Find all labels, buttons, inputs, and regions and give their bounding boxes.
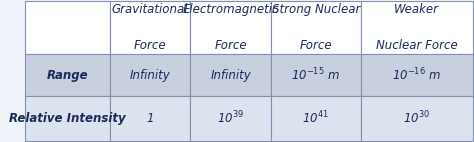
Bar	[361, 54, 473, 96]
Text: Infinity: Infinity	[130, 69, 171, 82]
Bar	[25, 1, 110, 54]
Text: Force: Force	[214, 39, 247, 52]
Text: 10$^{30}$: 10$^{30}$	[403, 110, 430, 127]
Bar	[25, 54, 110, 96]
Text: Relative Intensity: Relative Intensity	[9, 112, 126, 125]
Text: Nuclear Force: Nuclear Force	[376, 39, 457, 52]
Text: Force: Force	[134, 39, 166, 52]
Text: 1: 1	[146, 112, 154, 125]
Text: 10$^{41}$: 10$^{41}$	[302, 110, 329, 127]
Text: 10$^{-16}$ m: 10$^{-16}$ m	[392, 67, 441, 83]
Bar	[191, 1, 271, 54]
Text: Force: Force	[300, 39, 332, 52]
Bar	[361, 1, 473, 54]
Text: Range: Range	[46, 69, 88, 82]
Bar	[110, 1, 191, 54]
Bar	[271, 1, 361, 54]
Bar	[191, 96, 271, 141]
Text: 10$^{39}$: 10$^{39}$	[217, 110, 244, 127]
Bar	[110, 54, 191, 96]
Text: Gravitational: Gravitational	[112, 3, 189, 16]
Bar	[361, 96, 473, 141]
Text: 10$^{-15}$ m: 10$^{-15}$ m	[292, 67, 340, 83]
Text: Electromagnetic: Electromagnetic	[182, 3, 279, 16]
Text: Infinity: Infinity	[210, 69, 251, 82]
Bar	[110, 96, 191, 141]
Bar	[271, 96, 361, 141]
Bar	[191, 54, 271, 96]
Bar	[271, 54, 361, 96]
Text: Weaker: Weaker	[394, 3, 439, 16]
Text: Strong Nuclear: Strong Nuclear	[272, 3, 360, 16]
Bar	[25, 96, 110, 141]
